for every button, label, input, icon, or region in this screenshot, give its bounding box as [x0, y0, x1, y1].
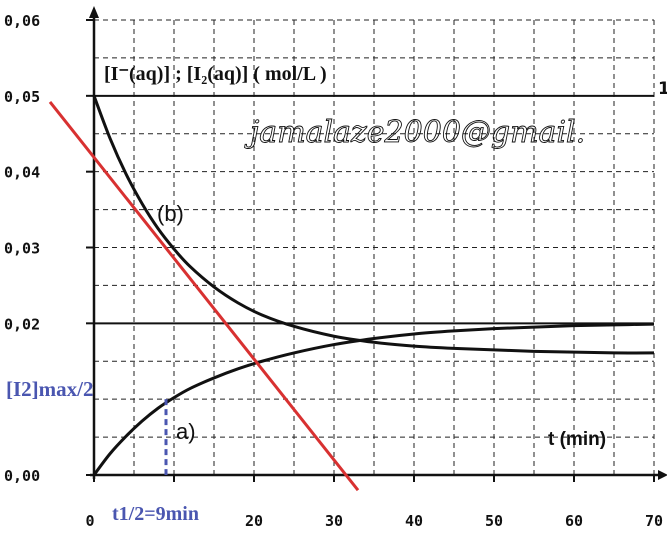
axes: [89, 6, 667, 480]
tangent-line: [48, 100, 360, 492]
x-axis-title: t (min): [548, 429, 606, 450]
tick-labels: 0,00 0,02 0,03 0,04 0,05 0,06 0 20 30 40 50 60 70: [4, 12, 663, 530]
series-label-a: a): [176, 419, 196, 444]
x-axis-arrow: [658, 470, 667, 480]
y-axis-arrow: [89, 6, 99, 18]
series-b-curve: [92, 95, 655, 355]
series-a-curve: [92, 322, 655, 476]
x-tick-label: 50: [485, 512, 503, 530]
annotations: [48, 100, 360, 492]
y-tick-label: 0,06: [4, 12, 40, 30]
y-tick-label: 0,04: [4, 164, 40, 182]
grid: [94, 19, 655, 475]
watermark-email: jamalaze2000@gmail.: [244, 115, 585, 150]
x-tick-label: 60: [565, 512, 583, 530]
y-tick-label: 0,00: [4, 467, 40, 485]
y-tick-label: 0,03: [4, 240, 40, 258]
x-tick-label: 40: [405, 512, 423, 530]
y-tick-label: 0,02: [4, 315, 40, 333]
x-tick-label: 30: [325, 512, 343, 530]
x-tick-label: 0: [85, 512, 94, 530]
figure-label: الشكل 1: [658, 79, 667, 99]
x-tick-label: 20: [245, 512, 263, 530]
y-tick-label: 0,05: [4, 88, 40, 106]
y-axis-title: [I⁻(aq)] ; [I₂(aq)] ( mol/L ): [104, 63, 327, 85]
series: [92, 95, 655, 476]
half-max-label: [I2]max/2: [6, 377, 94, 401]
x-tick-label: 70: [645, 512, 663, 530]
half-time-label: t1/2=9min: [112, 503, 199, 525]
series-label-b: (b): [157, 201, 184, 226]
